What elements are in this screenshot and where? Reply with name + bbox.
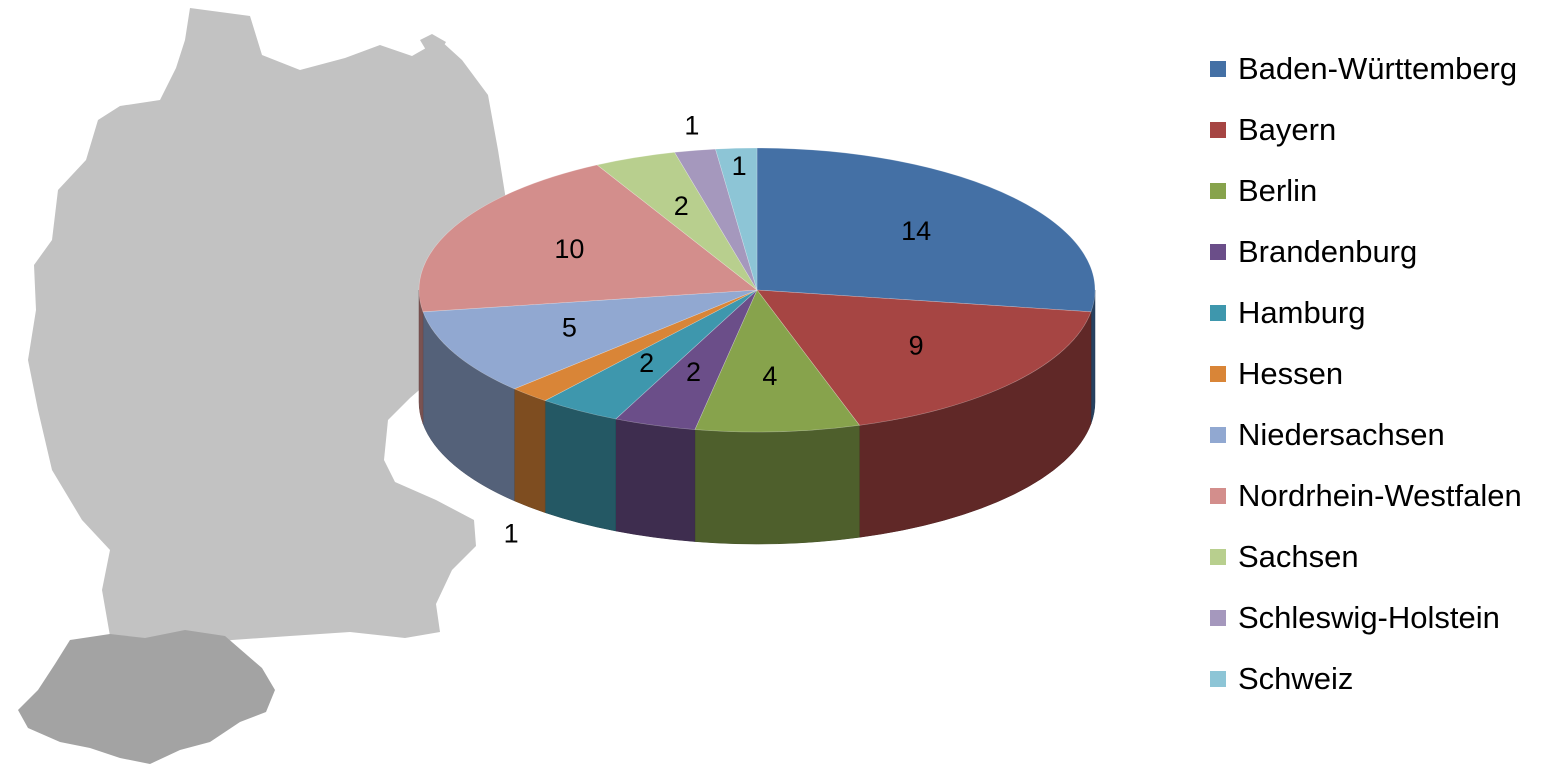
legend-swatch <box>1210 243 1226 260</box>
island-left-marker <box>420 34 446 52</box>
legend-label: Sachsen <box>1238 538 1359 574</box>
pie-slice-side <box>544 400 616 532</box>
legend-swatch <box>1210 487 1226 504</box>
legend-item: Bayern <box>1210 99 1565 160</box>
legend-item: Nordrhein-Westfalen <box>1210 465 1565 526</box>
pie-data-label: 10 <box>554 234 584 264</box>
legend-label: Brandenburg <box>1238 233 1418 269</box>
legend-swatch <box>1210 548 1226 565</box>
legend-swatch <box>1210 609 1226 626</box>
legend-item: Schweiz <box>1210 648 1565 709</box>
germany-map-silhouette <box>28 8 520 648</box>
pie-slice <box>513 289 758 401</box>
legend-label: Niedersachsen <box>1238 416 1445 452</box>
pie-slices <box>418 147 1096 433</box>
pie-data-label: 5 <box>562 312 577 342</box>
legend-swatch <box>1210 60 1226 77</box>
legend-item: Brandenburg <box>1210 221 1565 282</box>
legend-swatch <box>1210 182 1226 199</box>
legend-swatch <box>1210 670 1226 687</box>
pie-slice <box>694 289 861 433</box>
pie-data-label: 4 <box>762 361 777 391</box>
switzerland-map-silhouette <box>18 630 275 764</box>
pie-data-label: 1 <box>504 518 519 548</box>
pie-data-label: 9 <box>909 330 924 360</box>
pie-slice <box>422 289 758 390</box>
chart-legend: Baden-Württemberg Bayern Berlin Brandenb… <box>1210 38 1565 709</box>
pie-slice <box>674 148 758 291</box>
pie-data-label: 2 <box>686 357 701 387</box>
legend-label: Schleswig-Holstein <box>1238 599 1500 635</box>
pie-slice <box>756 289 1092 426</box>
pie-data-label: 2 <box>674 191 689 221</box>
legend-label: Nordrhein-Westfalen <box>1238 477 1522 513</box>
legend-swatch <box>1210 121 1226 138</box>
pie-slice-side <box>514 388 546 513</box>
pie-slice <box>418 164 758 313</box>
pie-slice-side <box>615 418 696 542</box>
legend-label: Berlin <box>1238 172 1318 208</box>
pie-slice <box>596 151 758 291</box>
pie-slice-side <box>694 425 860 545</box>
pie-data-label: 1 <box>684 110 699 140</box>
pie-side-walls <box>418 289 1096 545</box>
pie-slice <box>544 289 758 420</box>
legend-item: Berlin <box>1210 160 1565 221</box>
legend-item: Hessen <box>1210 343 1565 404</box>
pie-data-label: 1 <box>732 151 747 181</box>
legend-swatch <box>1210 304 1226 321</box>
pie-slice <box>756 147 1096 313</box>
legend-item: Hamburg <box>1210 282 1565 343</box>
legend-swatch <box>1210 365 1226 382</box>
legend-label: Schweiz <box>1238 660 1354 696</box>
legend-label: Hessen <box>1238 355 1344 391</box>
legend-label: Hamburg <box>1238 294 1366 330</box>
pie-slice <box>715 147 758 291</box>
legend-label: Baden-Württemberg <box>1238 50 1518 86</box>
pie-data-label: 14 <box>901 216 931 246</box>
legend-label: Bayern <box>1238 111 1337 147</box>
map-background <box>18 8 520 764</box>
pie-data-label: 2 <box>639 348 654 378</box>
legend-item: Schleswig-Holstein <box>1210 587 1565 648</box>
pie-slice <box>615 289 758 430</box>
legend-item: Sachsen <box>1210 526 1565 587</box>
legend-swatch <box>1210 426 1226 443</box>
pie-chart: 14 9 4 2 2 1 5 10 2 1 1 <box>418 110 1096 548</box>
legend-item: Baden-Württemberg <box>1210 38 1565 99</box>
pie-data-labels: 14 9 4 2 2 1 5 10 2 1 1 <box>504 110 932 548</box>
legend-item: Niedersachsen <box>1210 404 1565 465</box>
